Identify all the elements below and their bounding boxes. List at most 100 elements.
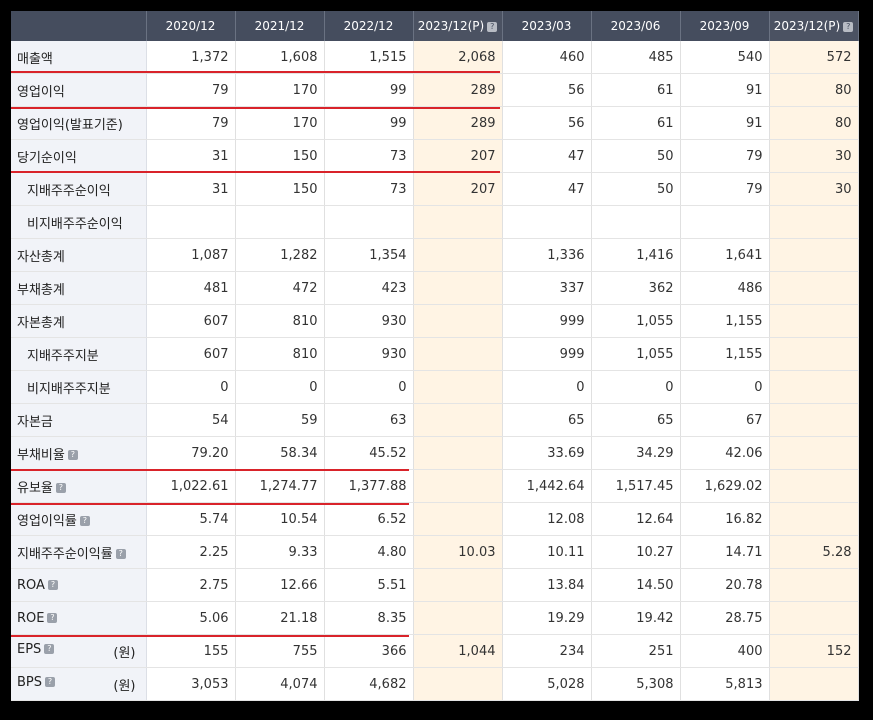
financial-table: 2020/12 2021/12 2022/12 2023/12(P)? 2023/03 2…: [11, 11, 859, 701]
help-icon[interactable]: ?: [67, 450, 78, 460]
table-cell: 10.54: [235, 502, 325, 536]
table-cell: 366: [324, 634, 414, 668]
table-cell: 14.50: [591, 568, 681, 602]
table-row: 비지배주주지분 0 0 0 0 0 0: [11, 370, 859, 404]
table-row: 매출액 1,372 1,608 1,515 2,068 460 485 540 572: [11, 41, 859, 74]
table-cell: 1,377.88: [324, 469, 414, 503]
table-cell: 30: [769, 139, 859, 173]
row-label: 부채총계: [11, 271, 147, 305]
help-icon[interactable]: ?: [55, 483, 66, 493]
highlight-line: [11, 171, 500, 173]
header-row: 2020/12 2021/12 2022/12 2023/12(P)? 2023/03 2…: [11, 11, 859, 41]
help-icon[interactable]: ?: [115, 549, 126, 559]
row-label-text: 비지배주주지분: [27, 381, 111, 397]
table-row: 영업이익 79 170 99 289 56 61 91 80: [11, 73, 859, 107]
table-cell: 10.03: [413, 535, 503, 569]
table-cell: 2.75: [146, 568, 236, 602]
row-label-text: 지배주주지분: [27, 348, 99, 364]
table-cell: 80: [769, 73, 859, 107]
table-row: 지배주주순이익 31 150 73 207 47 50 79 30: [11, 172, 859, 206]
table-cell: 5.74: [146, 502, 236, 536]
help-icon[interactable]: ?: [44, 644, 55, 654]
column-header-label: 2023/03: [521, 19, 572, 33]
column-header[interactable]: 2021/12: [235, 11, 325, 41]
table-row: 영업이익(발표기준) 79 170 99 289 56 61 91 80: [11, 106, 859, 140]
table-cell: 12.64: [591, 502, 681, 536]
row-label: 비지배주주순이익: [11, 205, 147, 239]
table-cell: 2.25: [146, 535, 236, 569]
table-cell: 14.71: [680, 535, 770, 569]
table-cell: 21.18: [235, 601, 325, 635]
table-cell: 50: [591, 139, 681, 173]
table-cell: [502, 205, 592, 239]
column-header[interactable]: 2020/12: [146, 11, 236, 41]
column-header-label: 2023/06: [610, 19, 661, 33]
row-label: 부채비율?: [11, 436, 147, 470]
table-cell: [769, 403, 859, 437]
table-cell: 607: [146, 304, 236, 338]
table-row: ROA? 2.75 12.66 5.51 13.84 14.50 20.78: [11, 568, 859, 602]
table-cell: 12.66: [235, 568, 325, 602]
table-cell: 207: [413, 139, 503, 173]
highlight-line: [11, 635, 409, 637]
table-cell: [769, 502, 859, 536]
table-cell: 50: [591, 172, 681, 206]
table-cell: 810: [235, 304, 325, 338]
table-cell: [146, 205, 236, 239]
table-row: 유보율? 1,022.61 1,274.77 1,377.88 1,442.64 1,51…: [11, 469, 859, 503]
table-cell: [413, 205, 503, 239]
table-cell: 1,055: [591, 337, 681, 371]
table-cell: [769, 370, 859, 404]
table-cell: 65: [591, 403, 681, 437]
table-cell: 19.42: [591, 601, 681, 635]
help-icon[interactable]: ?: [487, 21, 498, 32]
column-header[interactable]: 2023/09: [680, 11, 770, 41]
table-cell: [413, 601, 503, 635]
table-cell: 99: [324, 73, 414, 107]
table-cell: 4,682: [324, 667, 414, 701]
table-cell: 289: [413, 73, 503, 107]
row-label-text: 부채비율: [17, 447, 65, 463]
row-label: BPS? (원): [11, 667, 147, 701]
table-cell: 13.84: [502, 568, 592, 602]
table-row: 자산총계 1,087 1,282 1,354 1,336 1,416 1,641: [11, 238, 859, 272]
table-cell: 1,515: [324, 41, 414, 74]
column-header[interactable]: 2023/12(P)?: [769, 11, 859, 41]
table-row: BPS? (원) 3,053 4,074 4,682 5,028 5,308 5,813: [11, 667, 859, 701]
table-cell: 91: [680, 73, 770, 107]
help-icon[interactable]: ?: [45, 677, 56, 687]
table-cell: [413, 337, 503, 371]
table-cell: [769, 205, 859, 239]
column-header-label: 2023/09: [699, 19, 750, 33]
column-header[interactable]: 2023/12(P)?: [413, 11, 503, 41]
table-cell: 56: [502, 106, 592, 140]
column-header[interactable]: 2023/03: [502, 11, 592, 41]
table-cell: 460: [502, 41, 592, 74]
help-icon[interactable]: ?: [47, 613, 58, 623]
row-label: 자본총계: [11, 304, 147, 338]
table-cell: 150: [235, 139, 325, 173]
table-cell: 79: [146, 73, 236, 107]
table-cell: [413, 667, 503, 701]
table-cell: 5.28: [769, 535, 859, 569]
table-cell: 234: [502, 634, 592, 668]
table-cell: 486: [680, 271, 770, 305]
column-header[interactable]: 2023/06: [591, 11, 681, 41]
table-cell: [769, 304, 859, 338]
help-icon[interactable]: ?: [47, 580, 58, 590]
help-icon[interactable]: ?: [843, 21, 854, 32]
table-row: 부채비율? 79.20 58.34 45.52 33.69 34.29 42.06: [11, 436, 859, 470]
table-cell: 5,028: [502, 667, 592, 701]
table-cell: 540: [680, 41, 770, 74]
help-icon[interactable]: ?: [79, 516, 90, 526]
table-cell: 3,053: [146, 667, 236, 701]
table-cell: 1,087: [146, 238, 236, 272]
table-cell: 67: [680, 403, 770, 437]
table-cell: 63: [324, 403, 414, 437]
column-header[interactable]: 2022/12: [324, 11, 414, 41]
table-cell: 289: [413, 106, 503, 140]
row-label-text: 비지배주주순이익: [27, 216, 123, 232]
table-cell: 481: [146, 271, 236, 305]
table-cell: 1,282: [235, 238, 325, 272]
table-cell: 45.52: [324, 436, 414, 470]
